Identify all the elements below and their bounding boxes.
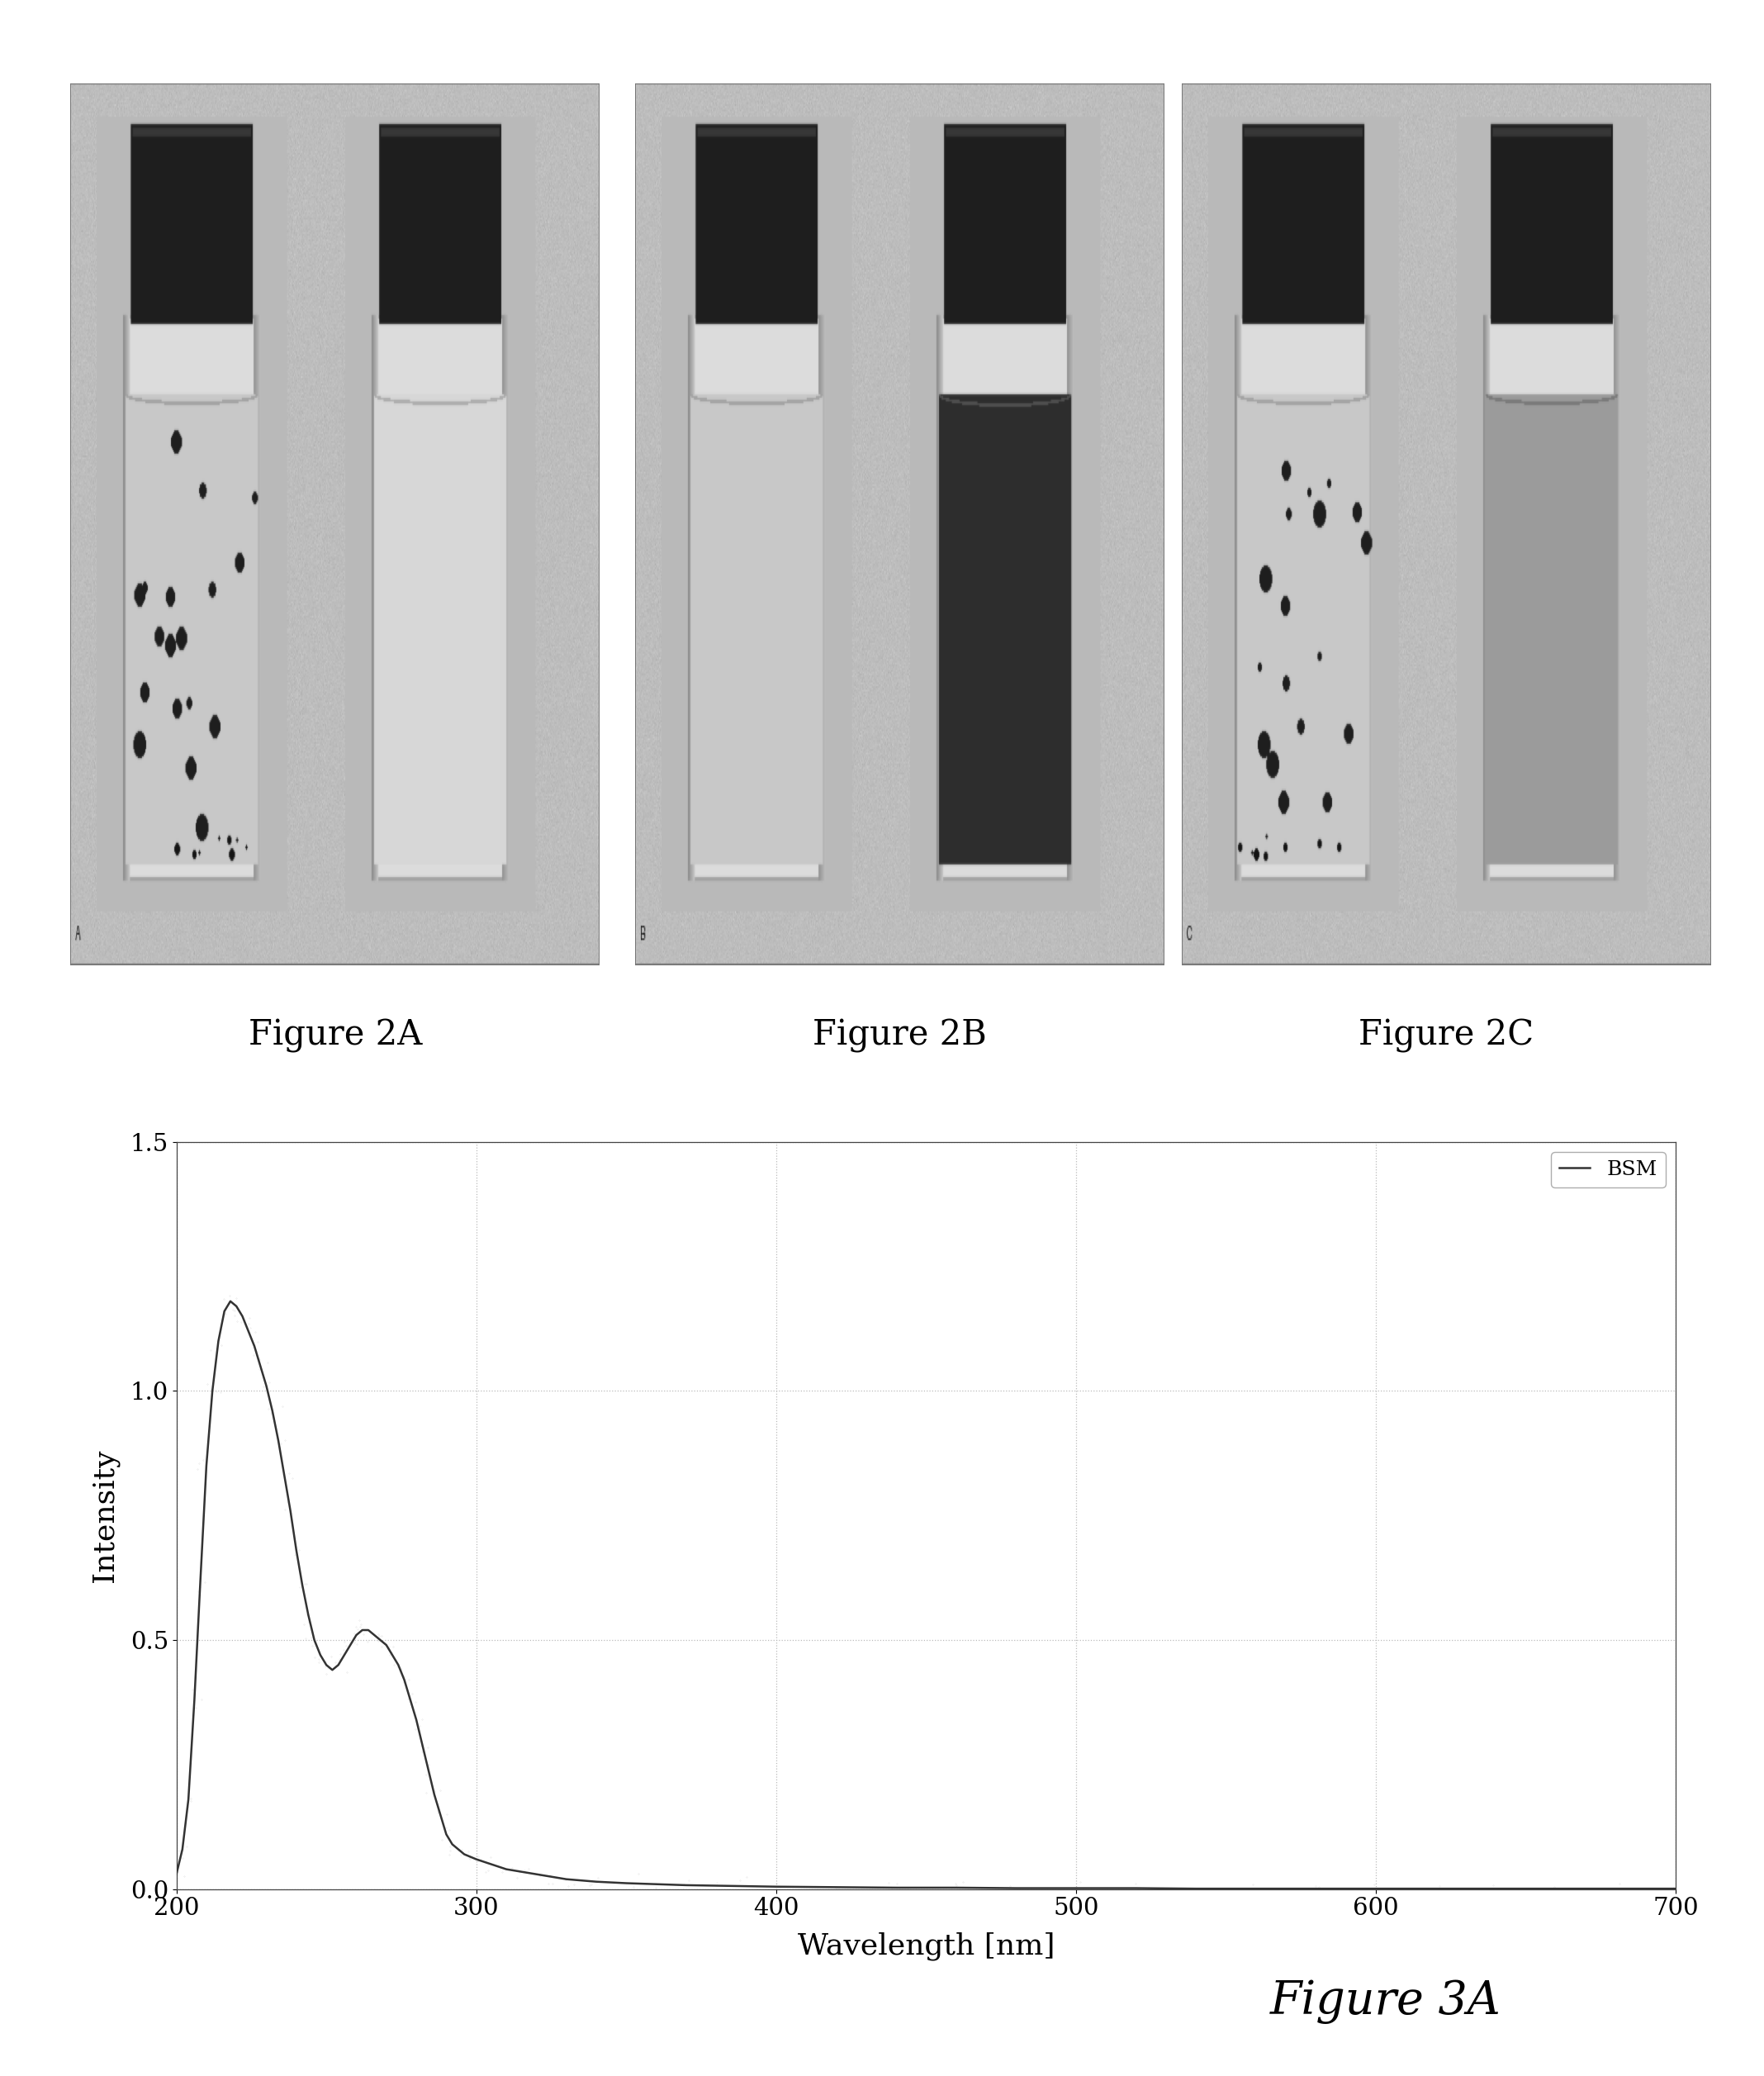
BSM	[220, 1289, 242, 1314]
BSM	[166, 1862, 187, 1887]
BSM	[363, 1623, 385, 1648]
Line: BSM: BSM	[176, 1302, 1676, 1889]
BSM	[616, 1870, 637, 1895]
BSM	[1665, 1877, 1686, 1902]
Legend: BSM: BSM	[1551, 1152, 1665, 1187]
BSM	[358, 1617, 379, 1642]
BSM	[298, 1603, 319, 1628]
Y-axis label: Intensity: Intensity	[90, 1449, 118, 1582]
X-axis label: Wavelength [nm]: Wavelength [nm]	[797, 1933, 1055, 1960]
Text: Figure 2A: Figure 2A	[249, 1017, 422, 1053]
BSM	[441, 1831, 462, 1856]
BSM	[1185, 1877, 1207, 1902]
Text: Figure 2B: Figure 2B	[813, 1017, 986, 1053]
BSM	[286, 1538, 307, 1563]
Text: Figure 2C: Figure 2C	[1358, 1017, 1535, 1053]
Text: Figure 3A: Figure 3A	[1270, 1978, 1501, 2024]
